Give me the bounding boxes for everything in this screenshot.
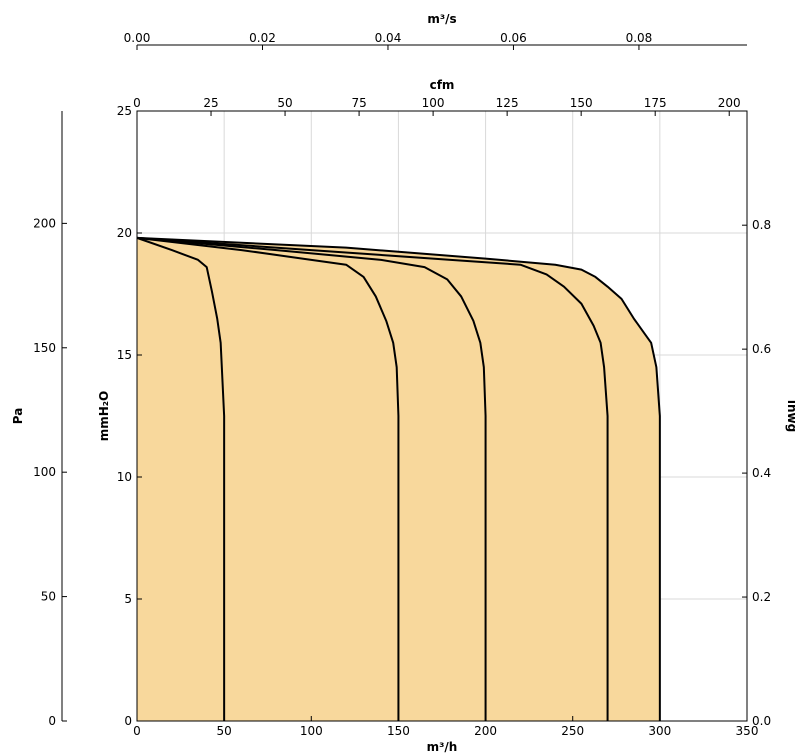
x-tick-label: 250	[561, 724, 584, 738]
cfm-tick-label: 175	[644, 96, 667, 110]
pa-tick-label: 50	[41, 590, 56, 604]
cfm-axis-title: cfm	[430, 78, 455, 92]
cfm-tick-label: 150	[570, 96, 593, 110]
cfm-tick-label: 75	[351, 96, 366, 110]
inwg-tick-label: 0.4	[752, 466, 771, 480]
m3s-axis-title: m³/s	[427, 12, 456, 26]
m3s-tick-label: 0.02	[249, 31, 276, 45]
x-tick-label: 350	[736, 724, 759, 738]
cfm-tick-label: 200	[718, 96, 741, 110]
m3s-tick-label: 0.08	[626, 31, 653, 45]
pa-tick-label: 0	[48, 714, 56, 728]
series-curve-2	[136, 236, 400, 721]
plot-frame	[136, 110, 748, 722]
pa-tick-label: 150	[33, 341, 56, 355]
series-curves	[136, 236, 661, 721]
pa-tick-label: 200	[33, 216, 56, 230]
m3s-tick-label: 0.00	[124, 31, 151, 45]
y-tick-label: 5	[124, 592, 132, 606]
m3s-tick-label: 0.04	[375, 31, 402, 45]
series-curve-4	[136, 236, 609, 721]
inwg-tick-label: 0.6	[752, 342, 771, 356]
series-curve-3	[136, 236, 487, 721]
y-tick-label: 20	[117, 226, 132, 240]
x-tick-label: 200	[474, 724, 497, 738]
inwg-tick-label: 0.0	[752, 714, 771, 728]
y-tick-label: 25	[117, 104, 132, 118]
x-tick-label: 0	[133, 724, 141, 738]
inwg-tick-label: 0.2	[752, 590, 771, 604]
cfm-tick-label: 100	[422, 96, 445, 110]
y-axis-title: mmH₂O	[97, 391, 111, 442]
x-axis-title: m³/h	[427, 740, 458, 754]
y-tick-label: 10	[117, 470, 132, 484]
cfm-tick-label: 0	[133, 96, 141, 110]
series-curve-5	[136, 236, 661, 721]
x-tick-label: 50	[217, 724, 232, 738]
y-tick-label: 15	[117, 348, 132, 362]
inwg-axis-title: inwg	[785, 400, 795, 432]
series-curve-1	[136, 236, 226, 721]
cfm-tick-label: 125	[496, 96, 519, 110]
pa-tick-label: 100	[33, 465, 56, 479]
x-tick-label: 150	[387, 724, 410, 738]
cfm-tick-label: 50	[277, 96, 292, 110]
inwg-tick-label: 0.8	[752, 218, 771, 232]
x-tick-label: 100	[300, 724, 323, 738]
pa-axis-title: Pa	[11, 408, 25, 425]
m3s-tick-label: 0.06	[500, 31, 527, 45]
y-tick-label: 0	[124, 714, 132, 728]
cfm-tick-label: 25	[203, 96, 218, 110]
x-tick-label: 300	[648, 724, 671, 738]
